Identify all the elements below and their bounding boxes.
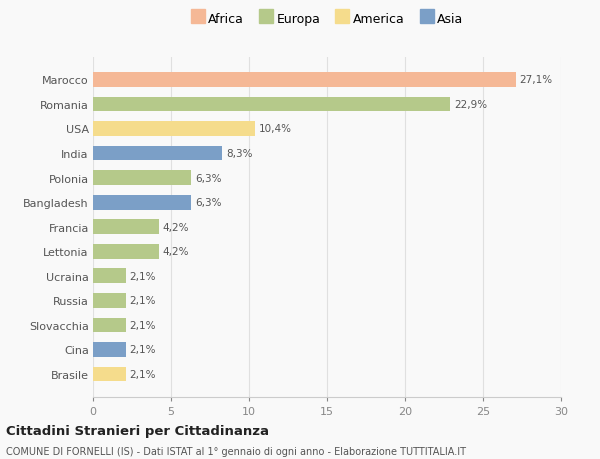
- Text: 4,2%: 4,2%: [163, 222, 189, 232]
- Bar: [93, 122, 255, 136]
- Text: 27,1%: 27,1%: [520, 75, 553, 85]
- Text: Cittadini Stranieri per Cittadinanza: Cittadini Stranieri per Cittadinanza: [6, 424, 269, 437]
- Text: 6,3%: 6,3%: [195, 198, 221, 207]
- Bar: [93, 269, 126, 284]
- Text: 22,9%: 22,9%: [454, 100, 487, 110]
- Text: 4,2%: 4,2%: [163, 247, 189, 257]
- Text: 8,3%: 8,3%: [226, 149, 253, 159]
- Bar: [93, 220, 158, 235]
- Text: 10,4%: 10,4%: [259, 124, 292, 134]
- Bar: [93, 196, 191, 210]
- Text: 2,1%: 2,1%: [130, 369, 156, 379]
- Bar: [93, 244, 158, 259]
- Bar: [93, 318, 126, 333]
- Text: COMUNE DI FORNELLI (IS) - Dati ISTAT al 1° gennaio di ogni anno - Elaborazione T: COMUNE DI FORNELLI (IS) - Dati ISTAT al …: [6, 447, 466, 456]
- Bar: [93, 367, 126, 381]
- Bar: [93, 97, 450, 112]
- Text: 2,1%: 2,1%: [130, 345, 156, 355]
- Bar: [93, 171, 191, 185]
- Bar: [93, 73, 516, 88]
- Bar: [93, 342, 126, 357]
- Legend: Africa, Europa, America, Asia: Africa, Europa, America, Asia: [187, 9, 467, 30]
- Text: 2,1%: 2,1%: [130, 296, 156, 306]
- Text: 2,1%: 2,1%: [130, 271, 156, 281]
- Bar: [93, 293, 126, 308]
- Text: 2,1%: 2,1%: [130, 320, 156, 330]
- Text: 6,3%: 6,3%: [195, 173, 221, 183]
- Bar: [93, 146, 223, 161]
